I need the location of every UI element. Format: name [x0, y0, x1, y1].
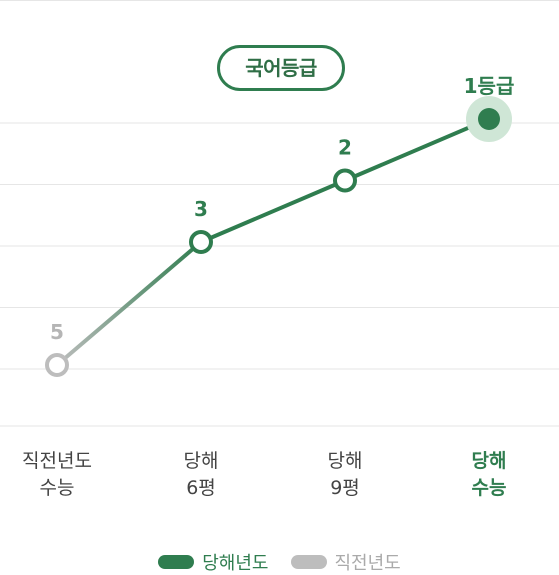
data-label: 3 [194, 197, 208, 221]
legend-item-current: 당해년도 [158, 549, 269, 575]
legend-label-previous: 직전년도 [334, 553, 401, 574]
data-point [333, 168, 357, 193]
data-point-current [478, 108, 500, 130]
series-lines [55, 117, 491, 367]
legend-swatch-previous [290, 555, 327, 569]
data-labels: 5 3 2 1등급 [50, 74, 514, 344]
x-tick-label-line: 직전년도 [22, 450, 92, 472]
x-tick-label-line: 6평 [186, 477, 216, 499]
data-label: 2 [338, 136, 352, 160]
series-points [45, 96, 512, 377]
series-segment-transition [55, 240, 203, 367]
x-tick-label: 당해 9평 [285, 448, 405, 502]
line-chart: 5 3 2 1등급 [0, 74, 559, 427]
data-label: 1등급 [464, 74, 515, 98]
x-tick-label-line: 당해 [183, 450, 219, 472]
legend: 당해년도 직전년도 [0, 550, 559, 574]
x-tick-label-line: 수능 [471, 477, 507, 499]
legend-swatch-current [158, 555, 195, 569]
grid-lines [0, 122, 559, 427]
x-tick-label-line: 수능 [39, 477, 75, 499]
x-tick-label-line: 당해 [471, 450, 507, 472]
data-point [189, 230, 213, 254]
data-point [45, 353, 69, 377]
top-divider [0, 0, 559, 1]
x-tick-label: 당해 6평 [141, 448, 261, 502]
x-tick-label-line: 당해 [327, 450, 363, 472]
legend-item-previous: 직전년도 [290, 549, 401, 575]
chart-title: 국어등급 [217, 45, 345, 91]
legend-label-current: 당해년도 [202, 553, 269, 574]
data-label: 5 [50, 320, 64, 344]
x-tick-label-line: 9평 [330, 477, 360, 499]
